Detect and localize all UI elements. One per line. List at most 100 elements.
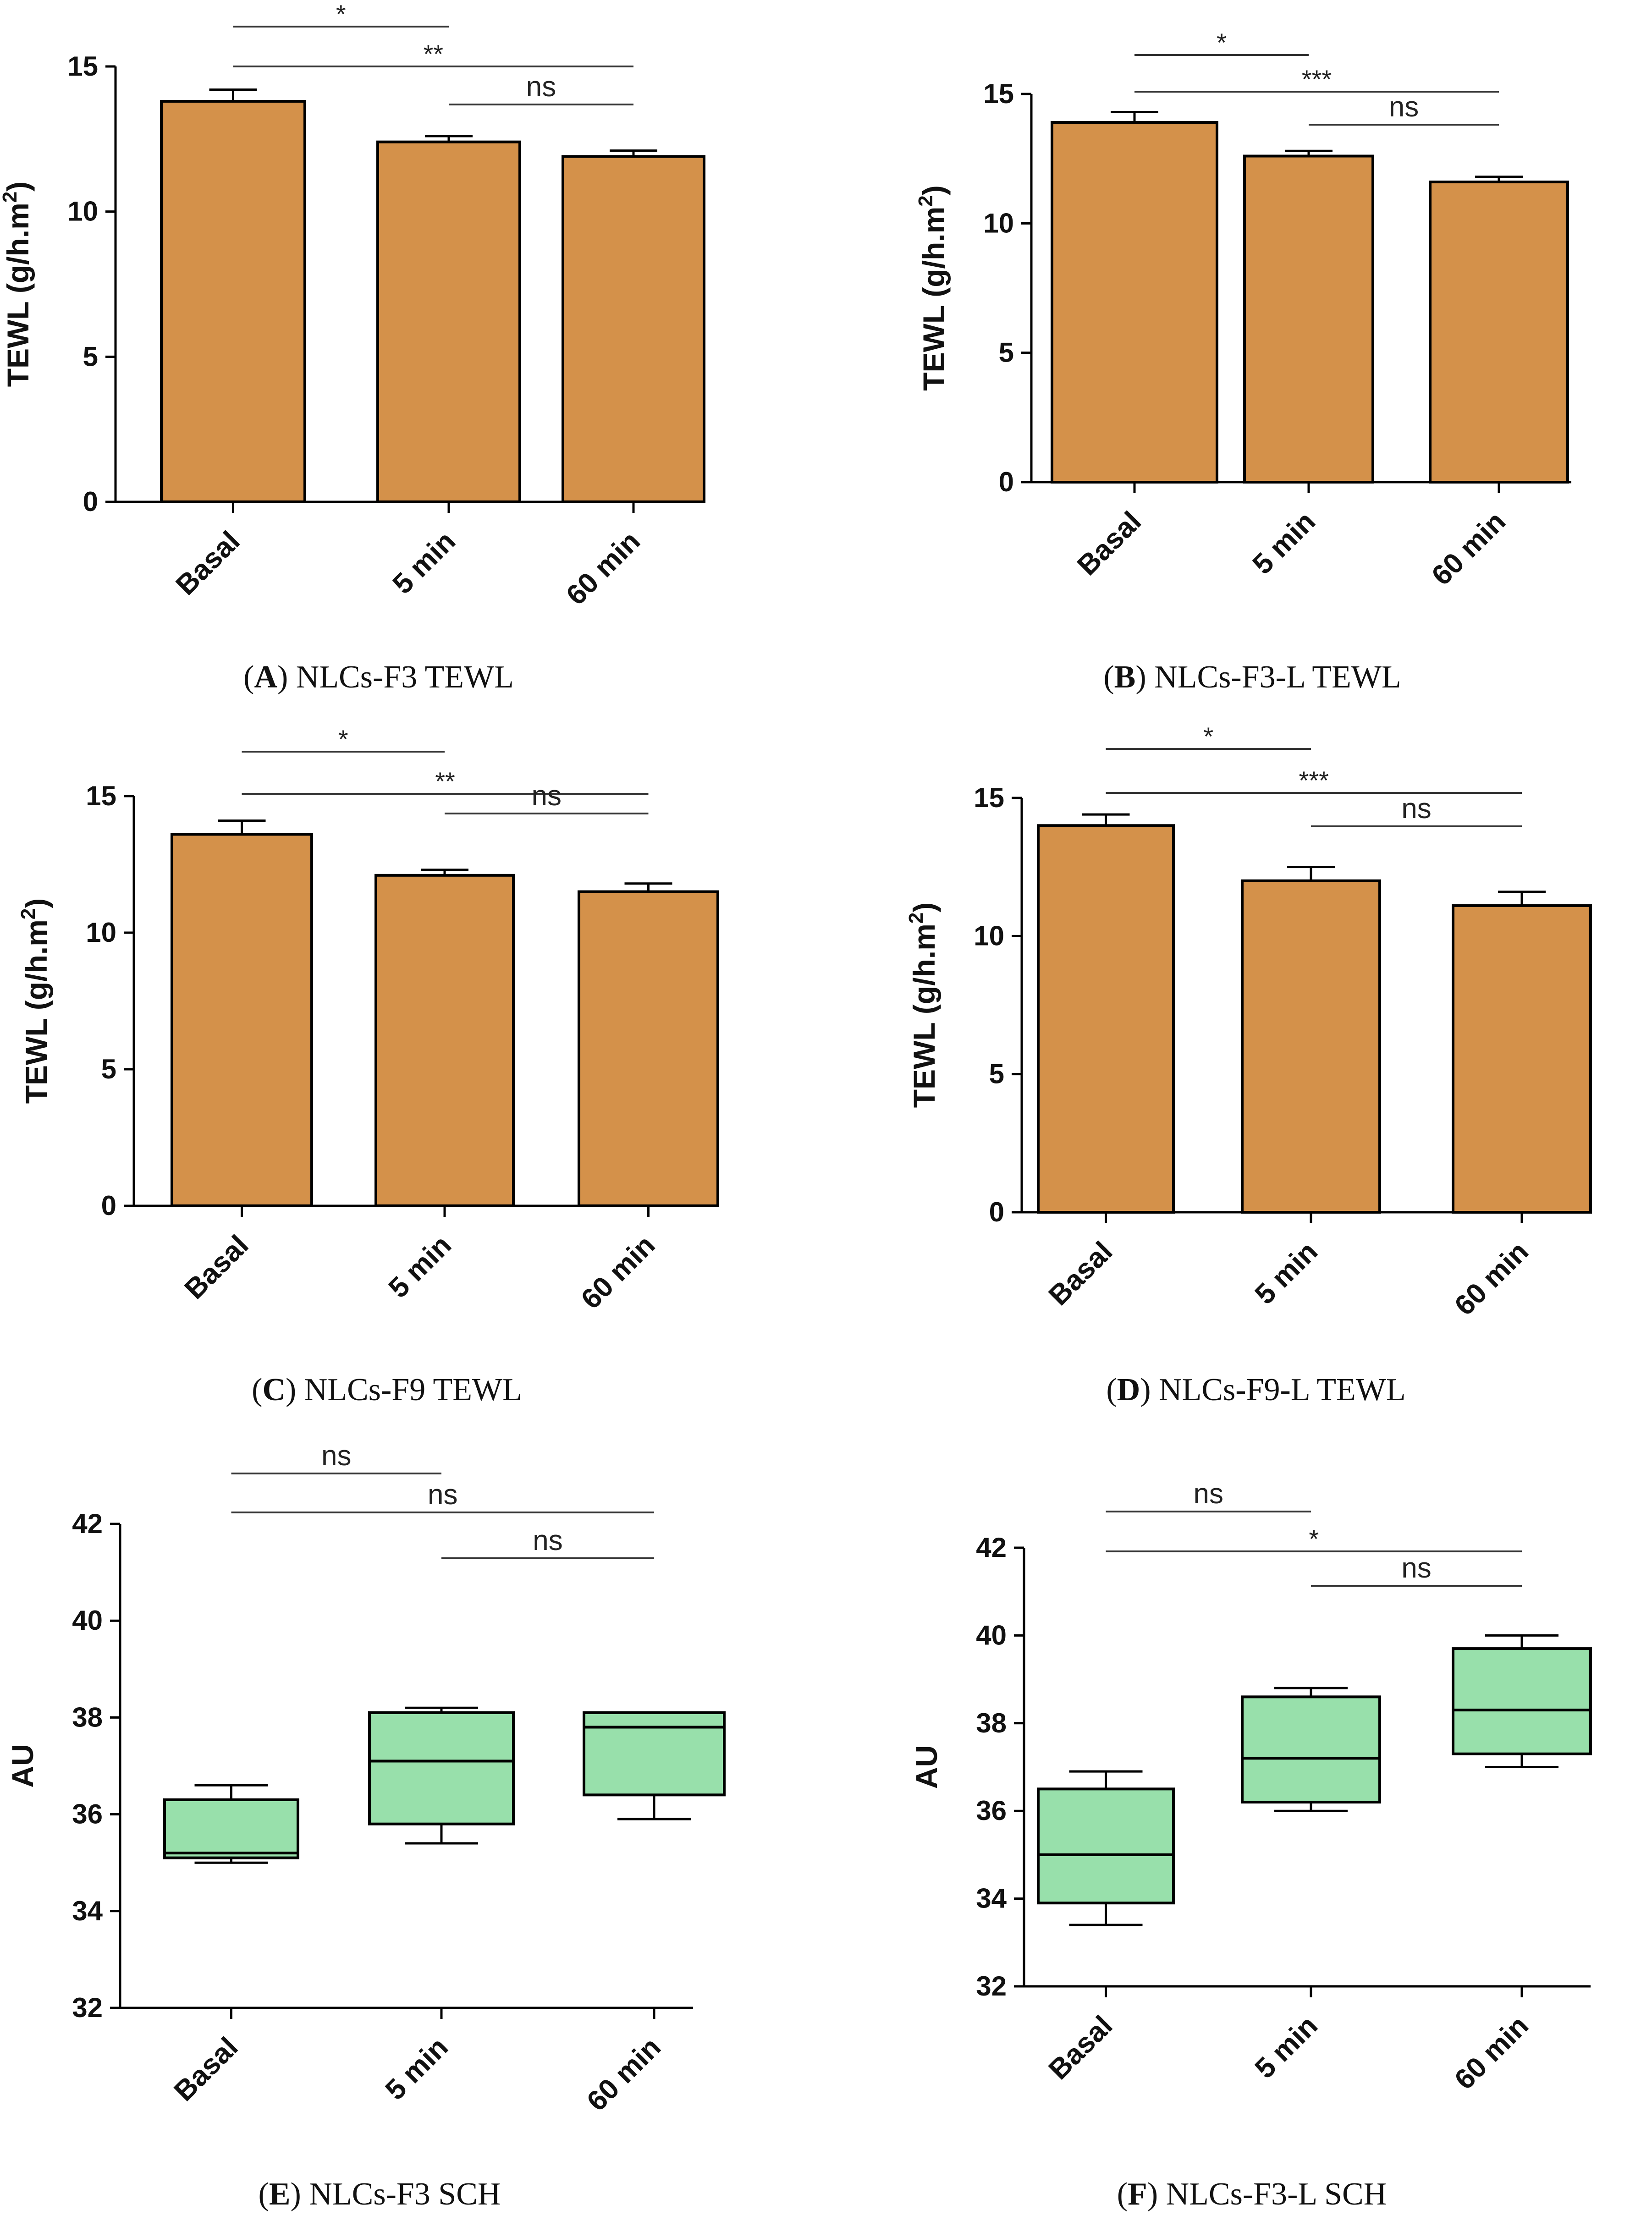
- panel-caption-b: (B) NLCs-F3-L TEWL: [1103, 660, 1401, 695]
- x-category-label: 5 min: [1247, 506, 1322, 580]
- x-category-label: 60 min: [575, 1229, 661, 1315]
- caption-letter: D: [1117, 1372, 1140, 1407]
- y-tick-label: 34: [72, 1896, 103, 1926]
- significance-label: ***: [1302, 65, 1332, 93]
- x-category-label: 5 min: [1249, 1236, 1324, 1310]
- y-tick-label: 40: [72, 1605, 103, 1636]
- significance-label: ns: [1389, 91, 1419, 123]
- y-tick-label: 42: [976, 1532, 1007, 1563]
- bar-5-min: [376, 140, 521, 503]
- y-tick-label: 5: [989, 1059, 1004, 1089]
- y-axis-title: AU: [6, 1744, 39, 1787]
- chart-panel-f: 32 34 36 38 40 42 AU Basal 5 min 60 min ns * ns: [909, 1478, 1592, 2096]
- bar-basal: [1051, 121, 1218, 484]
- y-tick-label: 38: [976, 1708, 1007, 1738]
- y-tick-label: 15: [86, 781, 116, 811]
- significance-label: *: [338, 725, 348, 753]
- caption-text: ) NLCs-F3 TEWL: [277, 660, 514, 695]
- y-tick-label: 40: [976, 1620, 1007, 1650]
- y-axis-title: AU: [909, 1745, 943, 1789]
- significance-label: ns: [1401, 793, 1431, 825]
- y-tick-label: 32: [72, 1992, 103, 2023]
- y-tick-label: 5: [101, 1054, 116, 1084]
- y-axis-title: TEWL (g/h.m2): [0, 181, 35, 387]
- significance-label: ns: [428, 1479, 457, 1511]
- y-tick-label: 0: [989, 1197, 1004, 1227]
- caption-letter: A: [254, 660, 277, 695]
- y-tick-label: 0: [83, 486, 98, 517]
- y-axis-title-superscript: 2: [17, 908, 39, 919]
- y-tick-label: 0: [101, 1190, 116, 1221]
- significance-label: ns: [321, 1440, 351, 1472]
- significance-label: ns: [1194, 1478, 1223, 1510]
- bar-5-min: [1243, 154, 1374, 484]
- caption-text: ) NLCs-F9-L TEWL: [1140, 1372, 1405, 1407]
- box-5-min: [1241, 1695, 1381, 1804]
- significance-label: ns: [1401, 1552, 1431, 1584]
- chart-panel-e: 32 34 36 38 40 42 AU Basal 5 min 60 min ns ns ns: [6, 1440, 726, 2117]
- y-tick-label: 15: [974, 782, 1004, 813]
- panel-caption-a: (A) NLCs-F3 TEWL: [243, 660, 514, 695]
- caption-letter: B: [1114, 660, 1136, 695]
- caption-letter: E: [269, 2177, 291, 2212]
- y-axis-title-superscript: 2: [905, 913, 927, 924]
- panel-caption-f: (F) NLCs-F3-L SCH: [1117, 2177, 1387, 2212]
- panel-caption-c: (C) NLCs-F9 TEWL: [252, 1372, 522, 1407]
- significance-label: *: [1203, 722, 1213, 751]
- box-5-min: [368, 1711, 515, 1825]
- caption-paren-open: (: [1103, 660, 1114, 695]
- box-60-min: [1452, 1647, 1592, 1755]
- box-basal: [1037, 1787, 1175, 1905]
- caption-paren-open: (: [252, 1372, 262, 1407]
- significance-label: ***: [1299, 766, 1329, 795]
- x-category-label: Basal: [1071, 506, 1147, 582]
- y-tick-label: 10: [86, 917, 116, 948]
- y-tick-label: 36: [976, 1795, 1007, 1826]
- y-axis-title: TEWL (g/h.m2): [17, 898, 53, 1104]
- box-basal: [163, 1798, 299, 1859]
- x-category-label: Basal: [170, 525, 246, 601]
- y-tick-label: 32: [976, 1971, 1007, 2001]
- bar-60-min: [562, 155, 705, 504]
- x-category-label: 60 min: [1448, 2010, 1535, 2096]
- bar-5-min: [1241, 879, 1381, 1214]
- y-tick-label: 5: [999, 337, 1014, 368]
- caption-text: ) NLCs-F3 SCH: [291, 2177, 501, 2212]
- box-60-min: [583, 1711, 726, 1797]
- caption-paren-open: (: [1106, 1372, 1117, 1407]
- caption-letter: F: [1128, 2177, 1147, 2212]
- caption-text: ) NLCs-F9 TEWL: [286, 1372, 522, 1407]
- significance-label: *: [1217, 28, 1227, 57]
- y-tick-label: 5: [83, 341, 98, 372]
- x-category-label: Basal: [179, 1229, 255, 1305]
- caption-paren-open: (: [259, 2177, 269, 2212]
- x-category-label: 60 min: [1448, 1236, 1535, 1322]
- bar-60-min: [578, 890, 719, 1207]
- y-tick-label: 10: [67, 196, 98, 227]
- y-axis-title-superscript: 2: [0, 192, 21, 203]
- bar-5-min: [374, 874, 515, 1207]
- x-category-label: 5 min: [383, 1229, 457, 1304]
- y-tick-label: 42: [72, 1508, 103, 1539]
- significance-label: *: [336, 0, 346, 28]
- y-axis-title-close: ): [907, 902, 941, 913]
- y-tick-label: 34: [976, 1883, 1007, 1914]
- x-category-label: 5 min: [387, 525, 462, 600]
- caption-text: ) NLCs-F3-L TEWL: [1135, 660, 1401, 695]
- y-tick-label: 15: [67, 51, 98, 82]
- y-tick-label: 0: [999, 467, 1014, 497]
- y-tick-label: 10: [983, 208, 1014, 238]
- y-axis-title-close: ): [19, 898, 53, 908]
- x-category-label: 5 min: [380, 2031, 454, 2106]
- caption-paren-open: (: [1117, 2177, 1128, 2212]
- significance-label: **: [423, 39, 443, 68]
- y-tick-label: 36: [72, 1799, 103, 1830]
- x-category-label: Basal: [168, 2031, 244, 2107]
- y-tick-label: 38: [72, 1702, 103, 1732]
- y-axis-title: TEWL (g/h.m2): [914, 185, 951, 391]
- significance-label: **: [435, 767, 455, 796]
